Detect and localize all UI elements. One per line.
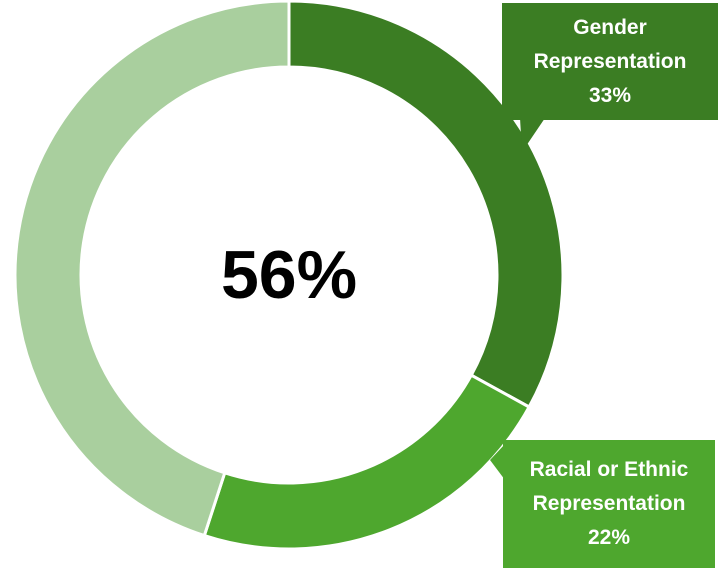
donut-slice-2 bbox=[13, 0, 291, 538]
donut-slice-0 bbox=[287, 0, 565, 410]
gender-callout-value: 33% bbox=[588, 83, 632, 107]
gender-callout-line2: Representation bbox=[533, 49, 687, 73]
gender-callout: Gender Representation 33% bbox=[502, 3, 718, 120]
racial-callout-value: 22% bbox=[587, 526, 631, 549]
center-total-label: 56% bbox=[220, 237, 358, 313]
racial-callout-line2: Representation bbox=[532, 492, 686, 515]
gender-callout-pointer bbox=[520, 118, 545, 152]
racial-callout: Racial or Ethnic Representation 22% bbox=[503, 440, 715, 568]
donut-slice-1 bbox=[202, 373, 532, 551]
gender-callout-line1: Gender bbox=[573, 15, 647, 39]
racial-callout-line1: Racial or Ethnic bbox=[529, 458, 689, 481]
racial-callout-pointer bbox=[490, 444, 505, 480]
